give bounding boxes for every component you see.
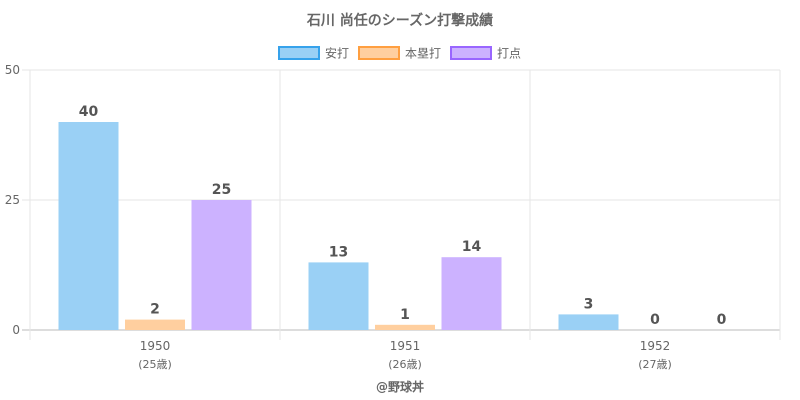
legend-item-2[interactable]: 打点 [450,46,521,61]
legend-label: 打点 [497,47,521,61]
data-label: 14 [462,239,482,255]
legend-swatch [278,46,320,60]
x-tick-sublabel: (27歳) [638,358,672,371]
bar-打点-1951[interactable] [441,257,502,330]
labels: 40 2 25 1950 (25歳) 13 1 14 1951 (26歳) 3 0 0 1952 (27歳) [79,104,727,371]
bar-安打-1950[interactable] [58,122,119,330]
data-label: 0 [650,312,660,328]
data-label: 13 [329,244,348,260]
chart-title: 石川 尚任のシーズン打撃成績 [306,12,493,29]
legend: 安打 本塁打 打点 [278,46,521,61]
data-label: 3 [584,296,594,312]
legend-label: 本塁打 [405,47,441,61]
bar-安打-1951[interactable] [308,262,369,330]
bar-本塁打-1951[interactable] [375,324,435,330]
y-tick-label: 25 [5,193,20,207]
y-tick-label: 50 [5,63,20,77]
legend-swatch [450,46,492,60]
legend-item-1[interactable]: 本塁打 [358,46,441,61]
y-tick-label: 0 [12,323,20,337]
data-label: 0 [717,312,727,328]
bar-打点-1950[interactable] [191,200,252,330]
data-label: 1 [400,307,410,323]
bar-安打-1952[interactable] [558,314,619,330]
x-tick-sublabel: (25歳) [138,358,172,371]
data-label: 25 [212,182,231,198]
legend-item-0[interactable]: 安打 [278,46,349,61]
data-label: 2 [150,302,160,318]
x-tick-sublabel: (26歳) [388,358,422,371]
legend-label: 安打 [325,46,349,61]
x-tick-label: 1952 [640,339,671,353]
x-tick-label: 1950 [140,339,171,353]
x-tick-label: 1951 [390,339,421,353]
bars [58,122,619,330]
data-label: 40 [79,104,99,120]
legend-swatch [358,46,400,60]
footer-credit: @野球丼 [376,379,424,394]
grid: 0 25 50 [5,63,781,340]
bar-本塁打-1950[interactable] [125,319,185,330]
